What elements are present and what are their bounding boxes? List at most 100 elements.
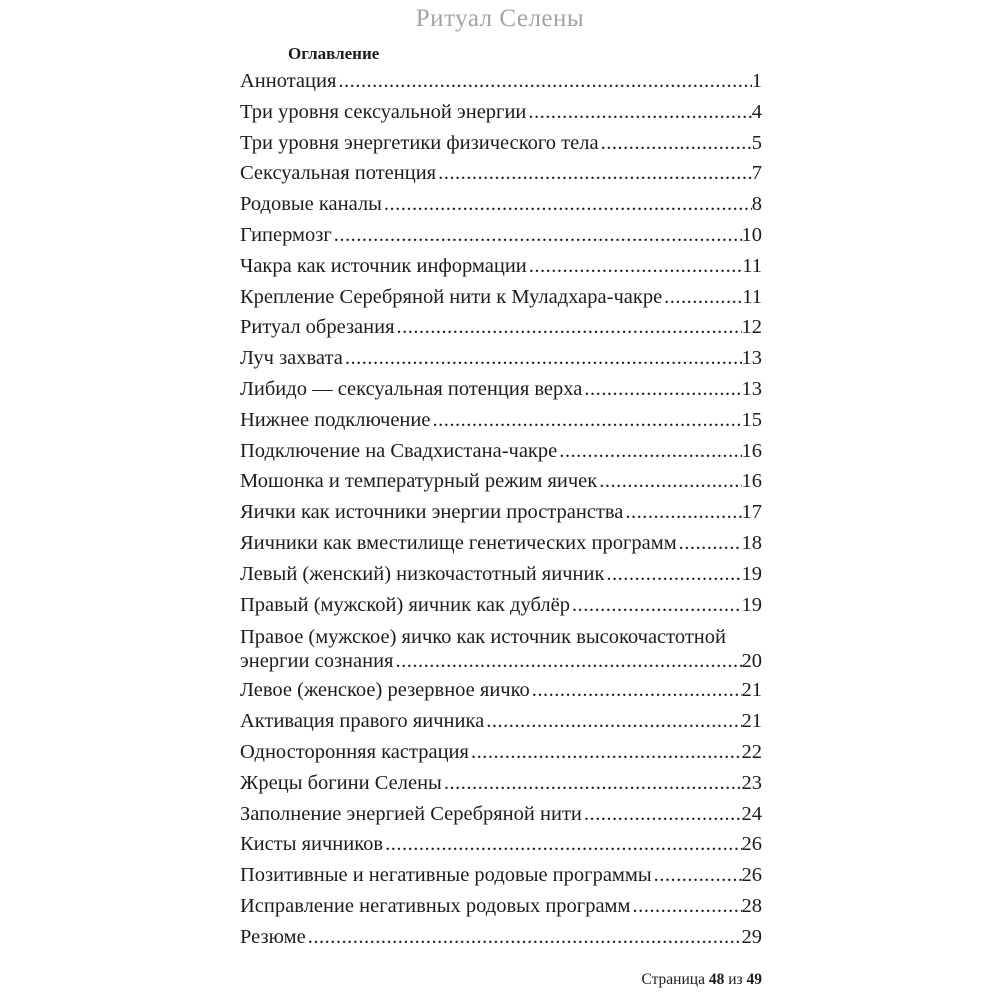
footer-total-pages: 49 <box>746 971 763 988</box>
toc-entry-page: 19 <box>741 593 763 616</box>
dot-leader: ........................................… <box>600 131 752 154</box>
toc-entry-page: 16 <box>741 439 763 462</box>
toc-entry[interactable]: Кисты яичников..........................… <box>240 829 762 860</box>
toc-entry-label: Ритуал обрезания <box>240 316 395 339</box>
toc-entry[interactable]: Крепление Серебряной нити к Муладхара-ча… <box>240 282 762 313</box>
toc-entry-label: Либидо — сексуальная потенция верха <box>240 377 583 400</box>
toc-entry-page: 22 <box>741 740 763 763</box>
toc-entry[interactable]: Заполнение энергией Серебряной нити.....… <box>240 799 762 830</box>
toc-entry-page: 23 <box>741 771 763 794</box>
toc-entry-label: Жрецы богини Селены <box>240 771 442 794</box>
toc-entry[interactable]: Правый (мужской) яичник как дублёр......… <box>240 590 762 621</box>
dot-leader: ........................................… <box>385 833 741 856</box>
toc-entry-label: Правое (мужское) яичко как источник высо… <box>240 626 726 649</box>
dot-leader: ........................................… <box>432 408 742 431</box>
toc-entry-page: 8 <box>751 193 762 216</box>
toc-entry-label: Левое (женское) резервное яичко <box>240 679 530 702</box>
toc-entry-label: энергии сознания <box>240 650 394 673</box>
toc-entry[interactable]: Мошонка и температурный режим яичек.....… <box>240 466 762 497</box>
document-title: Ритуал Селены <box>415 5 585 32</box>
toc-entry-label: Кисты яичников <box>240 833 384 856</box>
toc-entry[interactable]: Правое (мужское) яичко как источник высо… <box>240 620 762 675</box>
toc-entry[interactable]: Сексуальная потенция....................… <box>240 158 762 189</box>
dot-leader: ........................................… <box>344 347 742 370</box>
toc-entry[interactable]: Жрецы богини Селены.....................… <box>240 768 762 799</box>
toc-entry-page: 10 <box>741 223 763 246</box>
toc-entry-page: 26 <box>741 864 763 887</box>
toc-entry-page: 28 <box>741 894 763 917</box>
toc-entry-label: Аннотация <box>240 70 337 92</box>
toc-entry-label: Три уровня энергетики физического тела <box>240 131 599 154</box>
toc-entry[interactable]: Яички как источники энергии пространства… <box>240 497 762 528</box>
dot-leader: ........................................… <box>438 162 752 185</box>
toc-entry[interactable]: Позитивные и негативные родовые программ… <box>240 860 762 891</box>
toc-entry-page: 13 <box>741 347 763 370</box>
dot-leader: ........................................… <box>486 710 741 733</box>
toc-entry-page: 26 <box>741 833 763 856</box>
toc-entry-label: Резюме <box>240 925 306 948</box>
dot-leader: ........................................… <box>571 593 742 616</box>
toc-entry[interactable]: Гипермозг...............................… <box>240 220 762 251</box>
toc-entry-label: Мошонка и температурный режим яичек <box>240 470 598 493</box>
footer-of-word: из <box>728 971 743 988</box>
toc-entry-page: 21 <box>741 679 763 702</box>
toc-entry-page: 4 <box>751 100 762 123</box>
toc-entry-label: Яичники как вместилище генетических прог… <box>240 531 677 554</box>
toc-entry-label: Подключение на Свадхистана-чакре <box>240 439 558 462</box>
toc-entry[interactable]: Аннотация...............................… <box>240 66 762 97</box>
toc-entry-label: Позитивные и негативные родовые программ… <box>240 864 652 887</box>
toc-entry[interactable]: Чакра как источник информации...........… <box>240 251 762 282</box>
toc-entry[interactable]: Односторонняя кастрация.................… <box>240 737 762 768</box>
toc-entry[interactable]: Подключение на Свадхистана-чакре........… <box>240 436 762 467</box>
toc-entry[interactable]: Либидо — сексуальная потенция верха.....… <box>240 374 762 405</box>
toc-entry[interactable]: Левый (женский) низкочастотный яичник...… <box>240 559 762 590</box>
dot-leader: ........................................… <box>678 531 742 554</box>
toc-entry[interactable]: Три уровня энергетики физического тела..… <box>240 128 762 159</box>
dot-leader: ........................................… <box>470 740 742 763</box>
toc-entry[interactable]: Левое (женское) резервное яичко.........… <box>240 675 762 706</box>
toc-entry-label: Крепление Серебряной нити к Муладхара-ча… <box>240 285 663 308</box>
toc-entry-page: 13 <box>741 377 763 400</box>
toc-entry[interactable]: Три уровня сексуальной энергии..........… <box>240 97 762 128</box>
toc-entry-page: 17 <box>741 501 763 524</box>
page-footer: Страница 48 из 49 <box>641 971 762 989</box>
dot-leader: ........................................… <box>583 802 742 825</box>
toc-entry-label: Гипермозг <box>240 223 332 246</box>
dot-leader: ........................................… <box>653 864 742 887</box>
toc-entry[interactable]: Ритуал обрезания........................… <box>240 312 762 343</box>
toc-entry[interactable]: Активация правого яичника...............… <box>240 706 762 737</box>
toc-entry[interactable]: Родовые каналы..........................… <box>240 189 762 220</box>
dot-leader: ........................................… <box>606 562 742 585</box>
toc-entry[interactable]: Луч захвата.............................… <box>240 343 762 374</box>
dot-leader: ........................................… <box>395 650 741 673</box>
toc-entry-label: Луч захвата <box>240 347 343 370</box>
toc-entry-page: 11 <box>742 285 762 308</box>
toc-entry-label: Родовые каналы <box>240 193 382 216</box>
dot-leader: ........................................… <box>528 254 743 277</box>
toc-entry-page: 18 <box>741 531 763 554</box>
toc-list: Аннотация...............................… <box>240 66 762 953</box>
dot-leader: ........................................… <box>383 193 752 216</box>
toc-entry-page: 19 <box>741 562 763 585</box>
toc-entry[interactable]: Исправление негативных родовых программ.… <box>240 891 762 922</box>
toc-entry[interactable]: Яичники как вместилище генетических прог… <box>240 528 762 559</box>
toc-entry-page: 5 <box>751 131 762 154</box>
toc-entry-label: Сексуальная потенция <box>240 162 437 185</box>
dot-leader: ........................................… <box>333 223 742 246</box>
toc-entry-page: 16 <box>741 470 763 493</box>
dot-leader: ........................................… <box>599 470 742 493</box>
toc-entry-label: Правый (мужской) яичник как дублёр <box>240 593 570 616</box>
toc-heading: Оглавление <box>288 44 380 63</box>
dot-leader: ........................................… <box>307 925 742 948</box>
toc-entry[interactable]: Нижнее подключение......................… <box>240 405 762 436</box>
footer-current-page: 48 <box>708 971 725 988</box>
toc-entry-label: Заполнение энергией Серебряной нити <box>240 802 582 825</box>
toc-entry-page: 21 <box>741 710 763 733</box>
dot-leader: ........................................… <box>559 439 741 462</box>
dot-leader: ........................................… <box>396 316 742 339</box>
toc-entry-page: 15 <box>741 408 763 431</box>
dot-leader: ........................................… <box>443 771 742 794</box>
toc-entry[interactable]: Резюме..................................… <box>240 922 762 953</box>
toc-entry-page: 11 <box>742 254 762 277</box>
footer-page-label: Страница <box>641 971 705 988</box>
